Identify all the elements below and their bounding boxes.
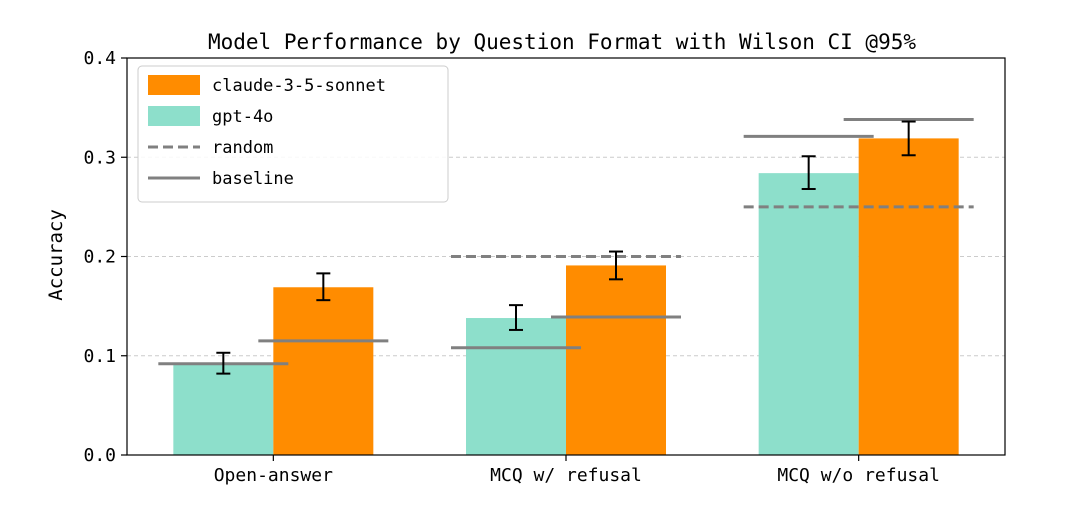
bar-claude-3-5-sonnet [566, 265, 666, 455]
y-tick-label: 0.2 [83, 247, 116, 268]
legend-box [137, 65, 449, 203]
error-bar-claude-3-5-sonnet [609, 250, 623, 281]
legend: claude-3-5-sonnet gpt-4o random baseline [137, 65, 449, 203]
error-bar-gpt-4o [216, 351, 231, 375]
bar-claude-3-5-sonnet [858, 138, 959, 455]
legend-label: random [212, 138, 273, 158]
legend-item-gpt-4o: gpt-4o [148, 106, 273, 127]
reference-line-layer [158, 118, 974, 366]
x-tick-label: MCQ w/ refusal [490, 465, 642, 486]
legend-item-claude-3-5-sonnet: claude-3-5-sonnet [148, 75, 386, 96]
y-tick-label: 0.4 [83, 48, 116, 69]
axis-layer: 0.0 0.1 0.2 0.3 0.4 Open-answer MCQ w/ refusal… [83, 48, 1006, 486]
x-tick-label: MCQ w/o refusal [777, 465, 940, 486]
chart-title: Model Performance by Question Format wit… [208, 30, 916, 54]
error-bar-gpt-4o [801, 155, 816, 191]
error-bar-layer [216, 120, 916, 375]
error-bar-claude-3-5-sonnet [901, 120, 916, 157]
legend-item-random: random [148, 138, 273, 158]
bar-layer [173, 138, 959, 455]
error-bar-gpt-4o [509, 304, 523, 331]
bar-gpt-4o [173, 363, 274, 455]
legend-label: claude-3-5-sonnet [212, 76, 386, 96]
legend-swatch [148, 75, 200, 95]
y-axis-label: Accuracy [45, 209, 67, 301]
legend-label: baseline [212, 169, 294, 189]
y-tick-label: 0.0 [83, 445, 116, 466]
x-tick-label: Open-answer [214, 465, 333, 486]
bar-claude-3-5-sonnet [273, 287, 374, 455]
legend-swatch [148, 106, 200, 126]
legend-item-baseline: baseline [148, 169, 294, 189]
legend-label: gpt-4o [212, 107, 273, 127]
y-tick-label: 0.3 [83, 147, 116, 168]
y-tick-label: 0.1 [83, 346, 116, 367]
error-bar-claude-3-5-sonnet [316, 272, 331, 302]
bar-gpt-4o [466, 318, 566, 455]
bar-gpt-4o [758, 173, 859, 455]
